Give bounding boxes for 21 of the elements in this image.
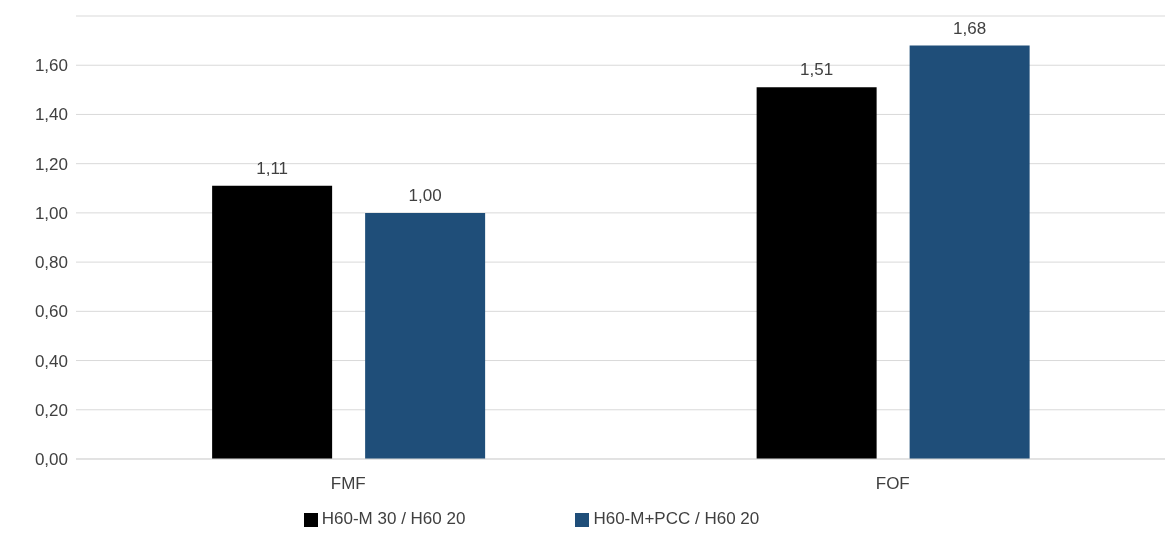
y-tick-label: 0,40 bbox=[34, 351, 68, 371]
y-tick-label: 0,20 bbox=[34, 400, 68, 420]
bar bbox=[212, 185, 333, 459]
y-tick-label: 0,80 bbox=[34, 253, 68, 273]
x-tick-label: FOF bbox=[875, 474, 910, 494]
data-label: 1,11 bbox=[256, 158, 289, 178]
y-tick-label: 0,60 bbox=[34, 302, 68, 322]
x-tick-label: FMF bbox=[330, 474, 366, 494]
y-tick-label: 1,00 bbox=[34, 203, 68, 223]
data-label: 1,68 bbox=[953, 18, 987, 38]
legend-label: H60-M 30 / H60 20 bbox=[321, 509, 466, 528]
y-tick-label: 1,60 bbox=[34, 56, 68, 76]
bar bbox=[365, 212, 486, 459]
legend-label: H60-M+PCC / H60 20 bbox=[593, 509, 760, 528]
data-label: 1,00 bbox=[408, 185, 442, 205]
bar bbox=[756, 87, 877, 459]
y-tick-label: 1,20 bbox=[34, 154, 68, 174]
data-label: 1,51 bbox=[800, 60, 834, 80]
y-tick-label: 0,00 bbox=[34, 450, 68, 470]
bar bbox=[909, 45, 1030, 459]
y-tick-label: 1,40 bbox=[34, 105, 68, 125]
